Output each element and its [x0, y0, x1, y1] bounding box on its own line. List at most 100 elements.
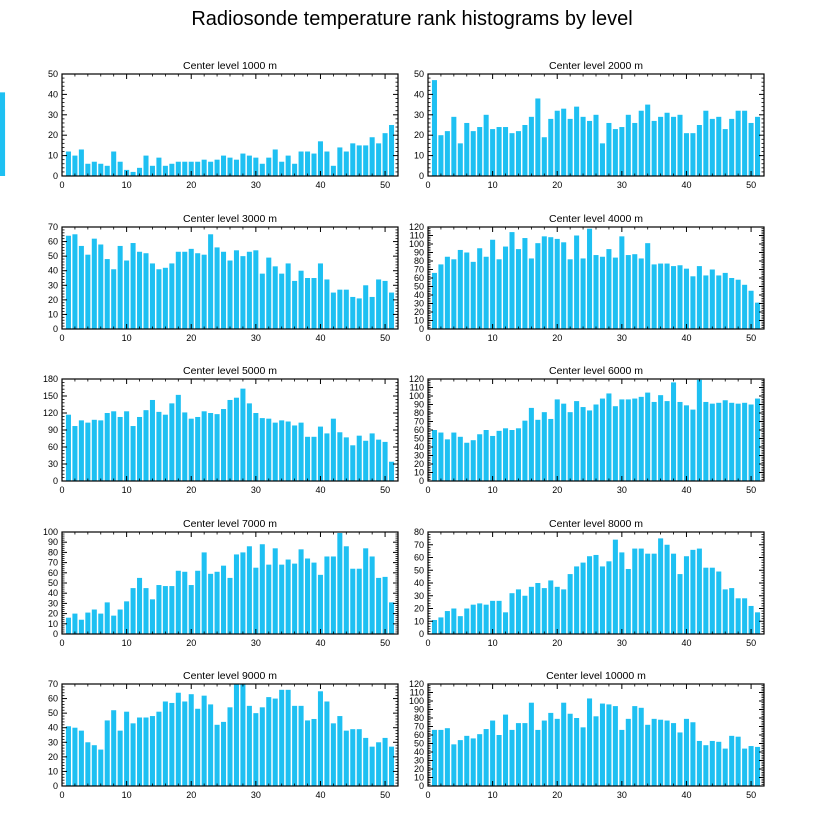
histogram-bar — [259, 418, 265, 481]
histogram-bar — [382, 737, 388, 786]
chart-panel: Center level 6000 m0 10 20 30 40 500102030405… — [409, 365, 765, 495]
histogram-bar — [587, 556, 593, 634]
histogram-bar — [382, 441, 388, 481]
histogram-bar — [593, 255, 599, 329]
panel-title: Center level 6000 m — [549, 365, 643, 377]
histogram-bar — [748, 122, 754, 176]
chart-panel: Center level 10000 m0 10 20 30 40 50010203040… — [409, 670, 765, 800]
histogram-bar — [91, 745, 97, 786]
histogram-bar — [85, 612, 91, 634]
histogram-bar — [389, 746, 395, 786]
histogram-bar — [716, 402, 722, 481]
histogram-bar — [117, 245, 123, 329]
y-tick-label: 10 — [48, 619, 58, 629]
histogram-bar — [78, 730, 84, 786]
y-tick-label: 30 — [414, 591, 424, 601]
histogram-bar — [554, 238, 560, 329]
histogram-bar — [201, 159, 207, 176]
histogram-bar — [612, 129, 618, 176]
y-tick-label: 110 — [410, 231, 424, 241]
y-tick-label: 70 — [48, 679, 58, 689]
histogram-bar — [279, 161, 285, 176]
histogram-bar — [311, 718, 317, 786]
histogram-bar — [201, 411, 207, 481]
x-tick-label: 50 — [380, 333, 390, 343]
histogram-bar — [98, 749, 104, 786]
x-tick-label: 10 — [122, 180, 132, 190]
y-tick-label: 30 — [414, 110, 424, 120]
histogram-bar — [722, 748, 728, 786]
histogram-bar — [438, 617, 444, 634]
x-tick-label: 30 — [251, 333, 261, 343]
y-tick-label: 40 — [48, 588, 58, 598]
histogram-bar — [266, 697, 272, 786]
histogram-bar — [490, 129, 496, 176]
histogram-bar — [625, 399, 631, 481]
histogram-bar — [279, 564, 285, 634]
y-tick-label: 120 — [409, 679, 424, 689]
y-tick-label: 50 — [414, 739, 424, 749]
histogram-bar — [599, 143, 605, 176]
histogram-bar — [548, 418, 554, 481]
y-tick-label: 30 — [414, 451, 424, 461]
y-tick-label: 100 — [43, 527, 58, 537]
y-tick-label: 90 — [414, 400, 424, 410]
histogram-bar — [143, 410, 149, 481]
histogram-bar — [98, 420, 104, 481]
x-tick-label: 40 — [315, 485, 325, 495]
x-tick-label: 0 — [59, 638, 64, 648]
y-tick-label: 20 — [48, 609, 58, 619]
histogram-bar — [612, 257, 618, 329]
y-tick-label: 80 — [414, 713, 424, 723]
histogram-bar — [490, 720, 496, 786]
panel-title: Center level 1000 m — [183, 60, 277, 72]
histogram-bar — [477, 248, 483, 329]
histogram-bar — [677, 732, 683, 786]
histogram-bar — [143, 717, 149, 786]
histogram-bar — [317, 141, 323, 176]
histogram-bar — [567, 412, 573, 481]
histogram-bar — [503, 612, 509, 634]
x-tick-label: 10 — [122, 638, 132, 648]
histogram-bar — [580, 727, 586, 786]
x-tick-label: 0 — [425, 790, 430, 800]
histogram-bar — [156, 585, 162, 634]
histogram-bar — [175, 394, 181, 481]
histogram-bar — [716, 741, 722, 786]
histogram-bar — [716, 116, 722, 176]
y-tick-label: 50 — [48, 578, 58, 588]
histogram-bar — [130, 426, 136, 481]
histogram-bar — [343, 437, 349, 481]
y-tick-label: 20 — [414, 130, 424, 140]
histogram-bar — [382, 280, 388, 329]
histogram-bar — [690, 133, 696, 176]
y-tick-label: 20 — [414, 307, 424, 317]
y-tick-label: 100 — [409, 696, 424, 706]
histogram-bar — [722, 589, 728, 635]
histogram-bar — [343, 546, 349, 634]
histogram-bar — [324, 151, 330, 176]
histogram-bar — [457, 436, 463, 481]
histogram-bar — [599, 256, 605, 329]
histogram-bar — [431, 80, 437, 176]
histogram-bar — [696, 125, 702, 176]
histogram-bar — [554, 110, 560, 176]
histogram-bar — [292, 563, 298, 634]
histogram-bar — [696, 266, 702, 329]
histogram-bar — [612, 539, 618, 634]
histogram-bar — [451, 744, 457, 786]
x-tick-label: 50 — [380, 485, 390, 495]
histogram-bar — [330, 723, 336, 786]
y-tick-label: 70 — [414, 417, 424, 427]
histogram-bar — [214, 414, 220, 481]
panel-title: Center level 3000 m — [183, 213, 277, 225]
histogram-bar — [350, 143, 356, 176]
histogram-bar — [735, 598, 741, 634]
x-tick-label: 10 — [122, 333, 132, 343]
histogram-bar — [240, 153, 246, 176]
x-tick-label: 10 — [488, 180, 498, 190]
histogram-bar — [606, 561, 612, 634]
x-tick-label: 30 — [617, 485, 627, 495]
histogram-bar — [227, 577, 233, 634]
histogram-bar — [214, 159, 220, 176]
